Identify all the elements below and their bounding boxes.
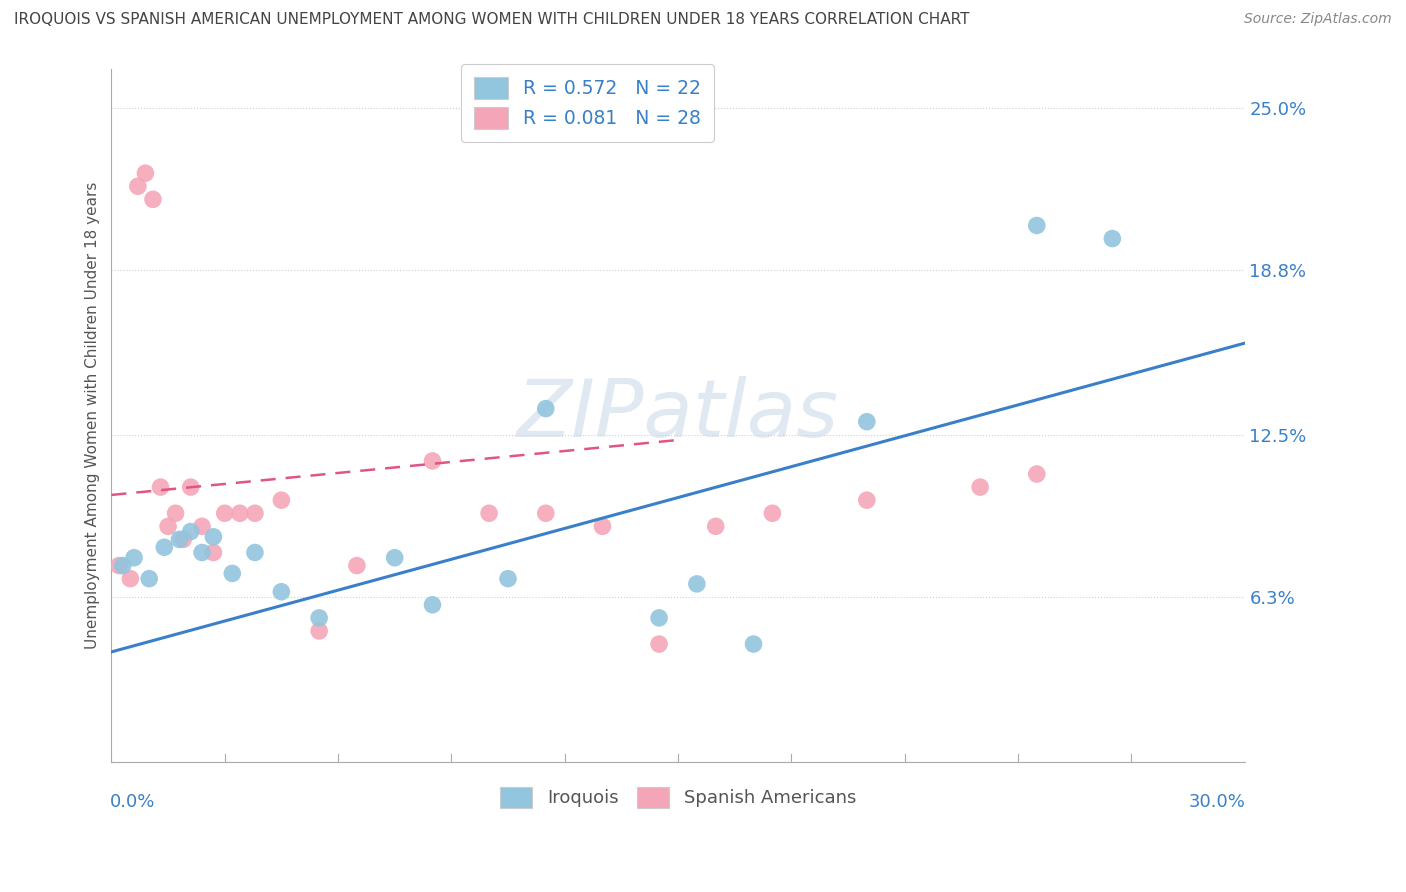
Point (142, 192, 165, 206)
Point (202, 545, 225, 559)
Point (214, 506, 236, 520)
Point (308, 624, 330, 638)
Point (591, 519, 613, 533)
Point (157, 519, 180, 533)
Point (172, 533, 194, 547)
Point (243, 545, 266, 559)
Point (169, 533, 191, 547)
Point (534, 401, 557, 416)
Point (229, 506, 252, 520)
Point (496, 572, 519, 586)
Point (704, 519, 727, 533)
Point (134, 166, 156, 180)
Point (856, 415, 879, 429)
Point (122, 550, 145, 565)
Point (761, 506, 783, 520)
Point (422, 598, 444, 612)
Point (346, 558, 368, 573)
Point (138, 572, 160, 586)
Point (422, 454, 444, 468)
Point (191, 545, 214, 559)
Point (969, 480, 991, 494)
Text: 30.0%: 30.0% (1189, 793, 1246, 811)
Legend: Iroquois, Spanish Americans: Iroquois, Spanish Americans (492, 780, 863, 815)
Point (1025, 219, 1047, 233)
Point (1025, 467, 1047, 481)
Point (221, 566, 243, 581)
Point (1101, 231, 1123, 245)
Point (308, 611, 330, 625)
Point (742, 637, 765, 651)
Point (108, 558, 131, 573)
Point (180, 480, 202, 494)
Text: 0.0%: 0.0% (110, 793, 156, 811)
Point (180, 524, 202, 539)
Point (243, 506, 266, 520)
Point (165, 506, 187, 520)
Point (120, 572, 142, 586)
Point (270, 493, 292, 508)
Point (202, 530, 225, 544)
Point (856, 493, 879, 508)
Point (127, 179, 149, 194)
Text: ZIPatlas: ZIPatlas (517, 376, 839, 454)
Y-axis label: Unemployment Among Women with Children Under 18 years: Unemployment Among Women with Children U… (86, 181, 100, 648)
Point (270, 584, 292, 599)
Point (111, 558, 134, 573)
Point (648, 611, 671, 625)
Point (149, 480, 172, 494)
Point (534, 506, 557, 520)
Text: IROQUOIS VS SPANISH AMERICAN UNEMPLOYMENT AMONG WOMEN WITH CHILDREN UNDER 18 YEA: IROQUOIS VS SPANISH AMERICAN UNEMPLOYMEN… (14, 12, 970, 27)
Point (686, 577, 709, 591)
Text: Source: ZipAtlas.com: Source: ZipAtlas.com (1244, 12, 1392, 26)
Point (384, 550, 406, 565)
Point (478, 506, 501, 520)
Point (648, 637, 671, 651)
Point (191, 519, 214, 533)
Point (153, 541, 176, 555)
